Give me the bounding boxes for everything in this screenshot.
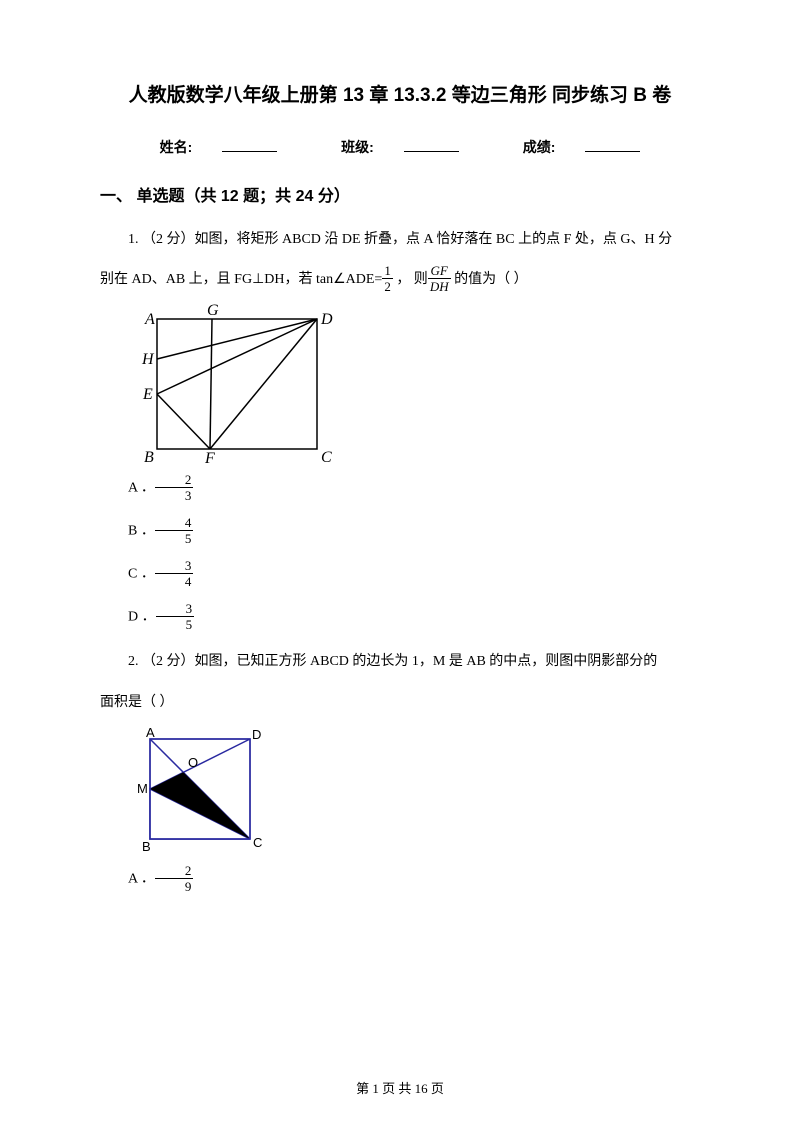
q1-label-F: F — [204, 450, 215, 464]
name-field: 姓名: — [145, 137, 293, 157]
q2-label-C: C — [253, 835, 262, 850]
q1-option-D: D ．35 — [100, 603, 700, 632]
q1-label-B: B — [144, 449, 154, 464]
q1-label-C: C — [321, 449, 332, 464]
class-field: 班级: — [326, 137, 474, 157]
q1-label-E: E — [142, 386, 153, 403]
q2-label-O: O — [188, 755, 198, 770]
q2-label-A: A — [146, 727, 155, 740]
section-1-heading: 一、 单选题（共 12 题；共 24 分） — [100, 182, 700, 206]
q2-svg: A D M O B C — [132, 727, 272, 855]
q1-frac2: GFDH — [428, 264, 451, 293]
q1-label-A: A — [144, 311, 155, 328]
q1-frac1: 12 — [382, 264, 393, 293]
q1-text-line1: 1. （2 分）如图，将矩形 ABCD 沿 DE 折叠，点 A 恰好落在 BC … — [100, 224, 700, 256]
q1-label-H: H — [141, 351, 155, 368]
q1-label-D: D — [320, 311, 333, 328]
q2-label-M: M — [137, 781, 148, 796]
q2-option-A: A ．29 — [100, 865, 700, 894]
score-blank — [585, 151, 640, 152]
q1-figure: A G D H E B F C — [132, 304, 700, 464]
q1-text-line2: 别在 AD、AB 上，且 FG⊥DH，若 tan∠ADE=12 ， 则GFDH … — [100, 264, 700, 296]
q1-option-C: C ．34 — [100, 560, 700, 589]
q1-svg: A G D H E B F C — [132, 304, 337, 464]
info-line: 姓名: 班级: 成绩: — [100, 137, 700, 157]
q2-label-B: B — [142, 839, 151, 854]
doc-title: 人教版数学八年级上册第 13 章 13.3.2 等边三角形 同步练习 B 卷 — [100, 80, 700, 107]
q2-label-D: D — [252, 727, 261, 742]
page-footer: 第 1 页 共 16 页 — [0, 1078, 800, 1097]
q2-text-line1: 2. （2 分）如图，已知正方形 ABCD 的边长为 1，M 是 AB 的中点，… — [100, 646, 700, 678]
q2-figure: A D M O B C — [132, 727, 700, 855]
q1-option-B: B ．45 — [100, 517, 700, 546]
name-blank — [222, 151, 277, 152]
score-field: 成绩: — [508, 137, 656, 157]
q1-label-G: G — [207, 304, 219, 319]
class-blank — [404, 151, 459, 152]
page: 人教版数学八年级上册第 13 章 13.3.2 等边三角形 同步练习 B 卷 姓… — [0, 0, 800, 1132]
q1-option-A: A ．23 — [100, 474, 700, 503]
q2-text-line2: 面积是（ ） — [100, 687, 700, 719]
